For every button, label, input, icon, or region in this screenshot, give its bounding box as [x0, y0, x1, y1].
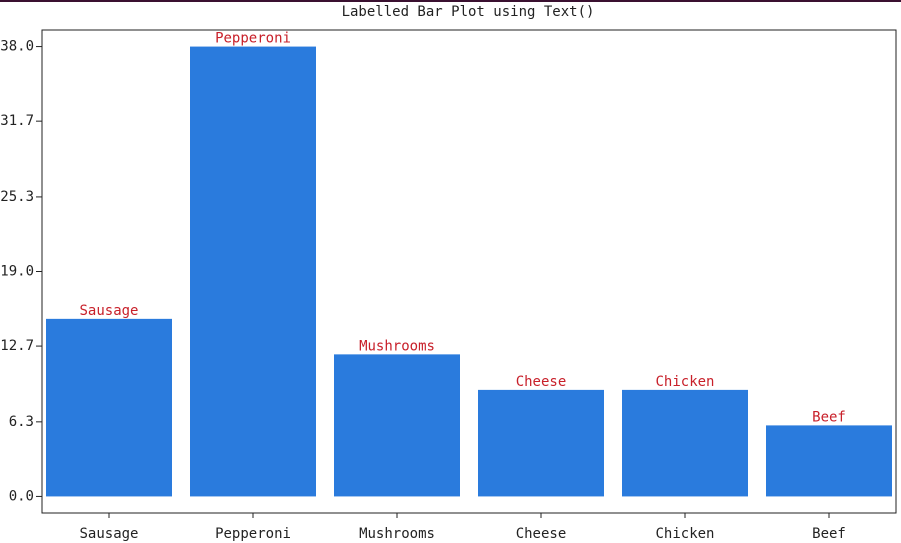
x-tick-label: Pepperoni — [215, 526, 291, 542]
bar-label: Sausage — [79, 303, 138, 319]
bar — [190, 46, 316, 497]
y-tick-label: 0.0 — [9, 488, 34, 504]
bar-label: Chicken — [655, 374, 714, 390]
bar — [334, 354, 460, 497]
y-tick-label: 12.7 — [0, 338, 34, 354]
x-tick-label: Mushrooms — [359, 526, 435, 542]
bar-label: Beef — [812, 409, 846, 425]
bar — [46, 318, 172, 497]
x-tick-label: Chicken — [655, 526, 714, 542]
y-tick-label: 6.3 — [9, 414, 34, 430]
bar-label: Cheese — [516, 374, 567, 390]
y-tick-label: 25.3 — [0, 189, 34, 205]
bar-label: Pepperoni — [215, 31, 291, 47]
bar — [766, 425, 892, 497]
window-edge — [0, 0, 901, 2]
x-tick-label: Beef — [812, 526, 846, 542]
chart-title: Labelled Bar Plot using Text() — [342, 4, 595, 20]
bar — [478, 389, 604, 497]
x-tick-label: Cheese — [516, 526, 567, 542]
y-tick-label: 19.0 — [0, 264, 34, 280]
bar-label: Mushrooms — [359, 338, 435, 354]
x-tick-label: Sausage — [79, 526, 138, 542]
y-tick-label: 31.7 — [0, 113, 34, 129]
y-tick-label: 38.0 — [0, 39, 34, 55]
bar — [622, 389, 748, 497]
